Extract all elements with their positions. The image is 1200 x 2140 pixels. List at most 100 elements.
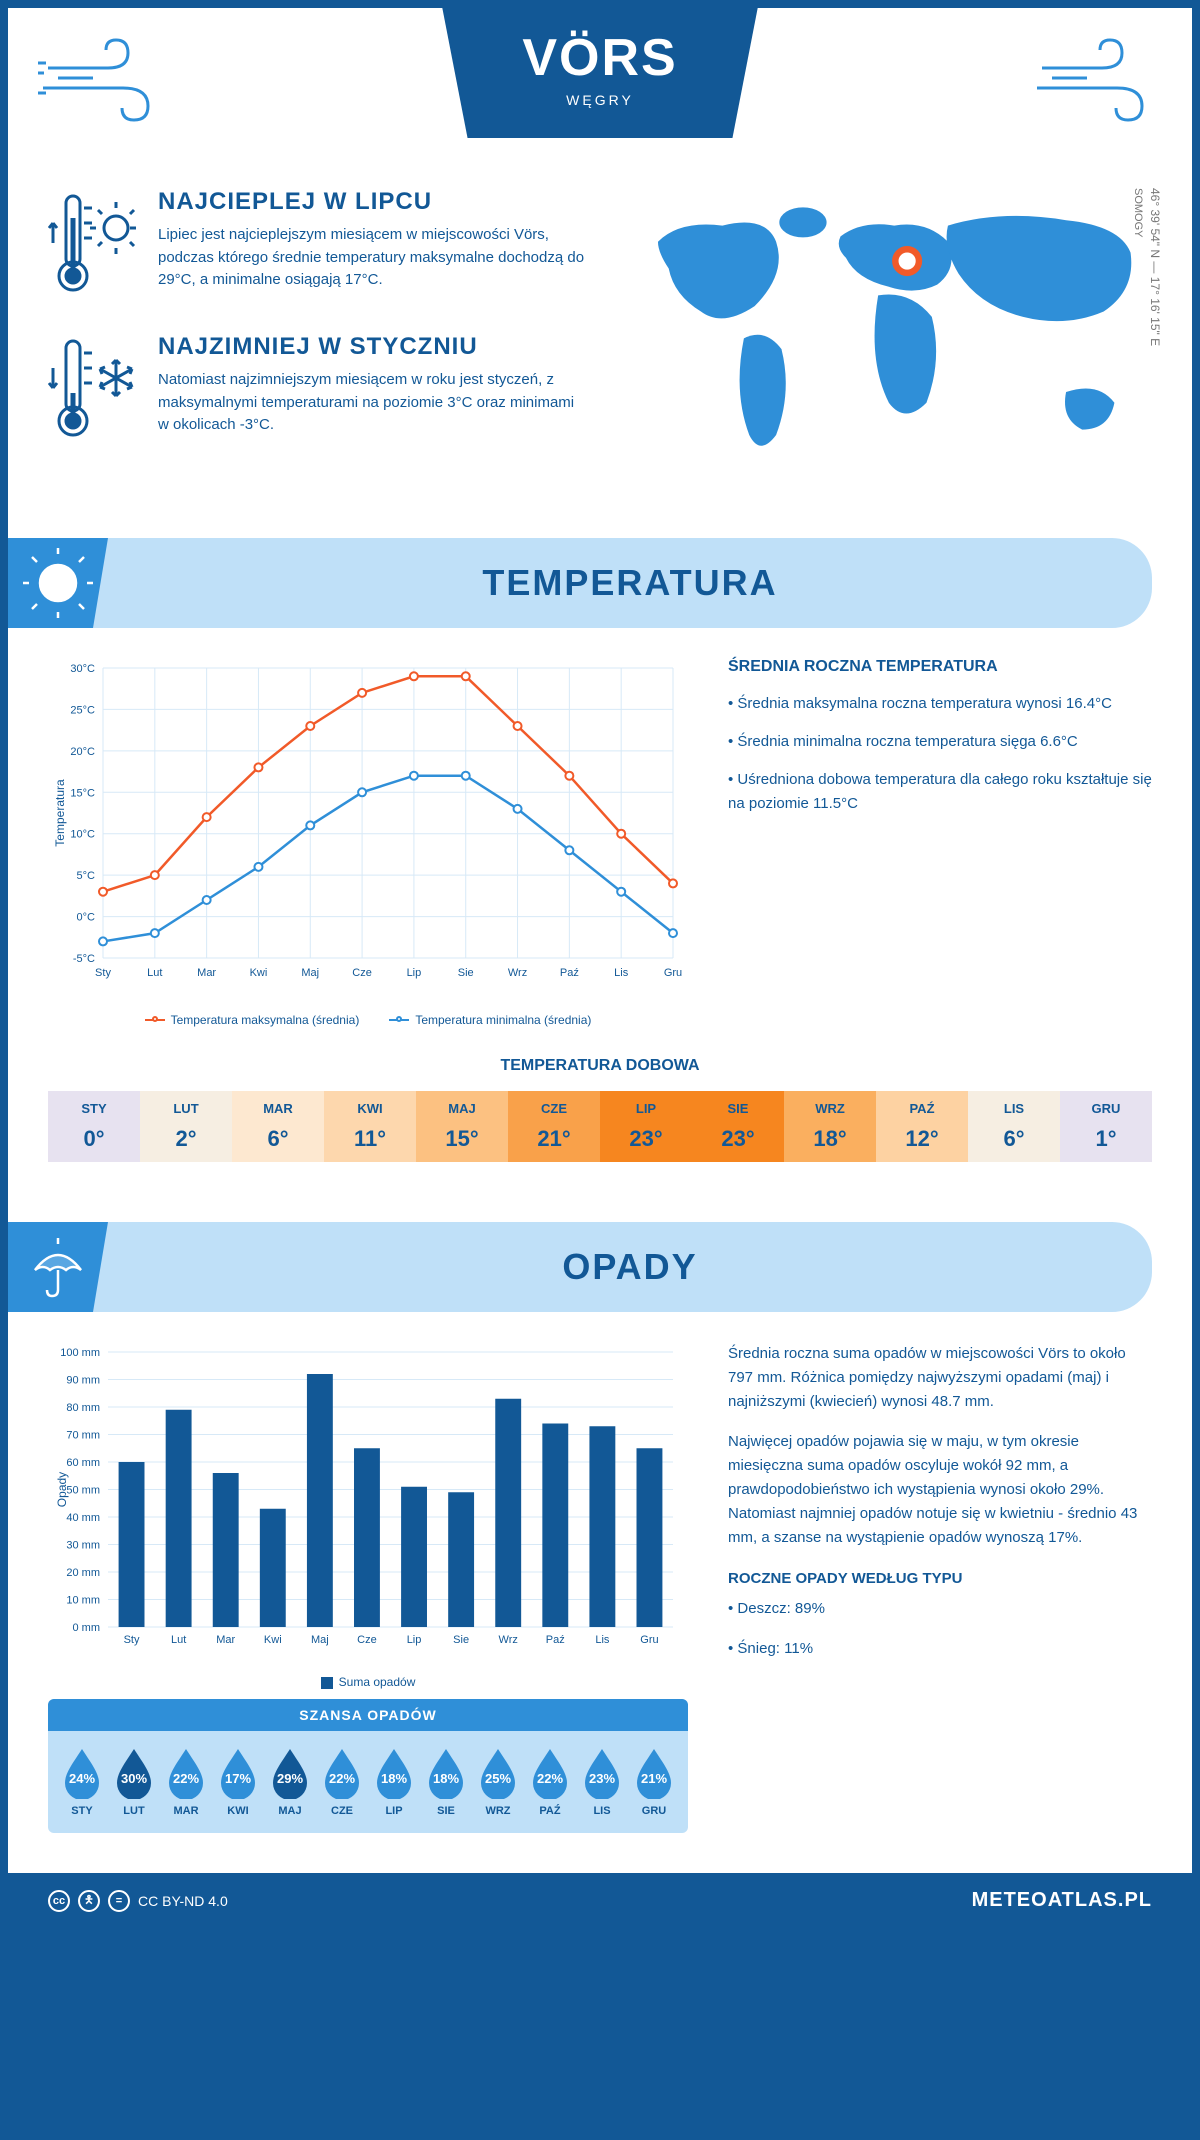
- precip-summary-1: Średnia roczna suma opadów w miejscowośc…: [728, 1342, 1152, 1414]
- svg-text:Gru: Gru: [640, 1634, 658, 1646]
- svg-text:10°C: 10°C: [70, 829, 95, 841]
- svg-text:-5°C: -5°C: [73, 953, 95, 965]
- thermometer-cold-icon: [48, 333, 138, 448]
- cc-icon: cc: [48, 1890, 70, 1912]
- coordinates: 46° 39' 54" N — 17° 16' 15" E: [1148, 188, 1162, 346]
- fact-title: NAJZIMNIEJ W STYCZNIU: [158, 333, 585, 361]
- chance-cell: 22%MAR: [160, 1747, 212, 1817]
- fact-text: Natomiast najzimniejszym miesiącem w rok…: [158, 369, 585, 437]
- chance-cell: 22%PAŹ: [524, 1747, 576, 1817]
- svg-text:Mar: Mar: [216, 1634, 235, 1646]
- precip-type-item: • Deszcz: 89%: [728, 1597, 1152, 1621]
- thermometer-hot-icon: [48, 188, 138, 303]
- footer: cc 🯅 = CC BY-ND 4.0 METEOATLAS.PL: [8, 1873, 1192, 1928]
- svg-text:Lut: Lut: [147, 967, 162, 979]
- svg-text:30 mm: 30 mm: [66, 1540, 100, 1552]
- chance-cell: 29%MAJ: [264, 1747, 316, 1817]
- svg-text:Lis: Lis: [614, 967, 629, 979]
- temp-cell: MAJ15°: [416, 1091, 508, 1162]
- temp-cell: LUT2°: [140, 1091, 232, 1162]
- fact-warmest: NAJCIEPLEJ W LIPCU Lipiec jest najcieple…: [48, 188, 585, 303]
- temp-cell: LIP23°: [600, 1091, 692, 1162]
- svg-text:Sty: Sty: [95, 967, 111, 979]
- svg-text:Lip: Lip: [407, 1634, 422, 1646]
- svg-text:25°C: 25°C: [70, 704, 95, 716]
- svg-text:Paź: Paź: [560, 967, 579, 979]
- section-title: TEMPERATURA: [108, 562, 1152, 604]
- temp-cell: SIE23°: [692, 1091, 784, 1162]
- chance-cell: 18%SIE: [420, 1747, 472, 1817]
- chance-cell: 18%LIP: [368, 1747, 420, 1817]
- chance-cell: 22%CZE: [316, 1747, 368, 1817]
- sun-icon: [8, 538, 108, 628]
- svg-text:Lut: Lut: [171, 1634, 186, 1646]
- section-header-precip: OPADY: [8, 1222, 1152, 1312]
- svg-text:Kwi: Kwi: [264, 1634, 282, 1646]
- brand: METEOATLAS.PL: [972, 1889, 1152, 1912]
- umbrella-icon: [8, 1222, 108, 1312]
- precip-type-item: • Śnieg: 11%: [728, 1637, 1152, 1661]
- svg-text:Lip: Lip: [407, 967, 422, 979]
- chart-legend: Temperatura maksymalna (średnia)Temperat…: [48, 1013, 688, 1027]
- svg-text:0°C: 0°C: [77, 912, 96, 924]
- svg-text:Gru: Gru: [664, 967, 682, 979]
- svg-text:20 mm: 20 mm: [66, 1567, 100, 1579]
- svg-text:80 mm: 80 mm: [66, 1402, 100, 1414]
- side-bullet: • Średnia maksymalna roczna temperatura …: [728, 692, 1152, 716]
- svg-text:10 mm: 10 mm: [66, 1595, 100, 1607]
- precip-type-title: ROCZNE OPADY WEDŁUG TYPU: [728, 1570, 1152, 1587]
- city-name: VÖRS: [522, 28, 677, 88]
- side-bullet: • Średnia minimalna roczna temperatura s…: [728, 730, 1152, 754]
- svg-text:50 mm: 50 mm: [66, 1485, 100, 1497]
- svg-text:60 mm: 60 mm: [66, 1457, 100, 1469]
- svg-text:0 mm: 0 mm: [73, 1622, 101, 1634]
- svg-text:Opady: Opady: [55, 1472, 69, 1507]
- svg-text:70 mm: 70 mm: [66, 1430, 100, 1442]
- svg-text:Kwi: Kwi: [250, 967, 268, 979]
- temp-cell: GRU1°: [1060, 1091, 1152, 1162]
- title-tab: VÖRS WĘGRY: [442, 8, 757, 138]
- precip-chance-panel: SZANSA OPADÓW 24%STY30%LUT22%MAR17%KWI29…: [48, 1699, 688, 1833]
- chance-cell: 24%STY: [56, 1747, 108, 1817]
- nd-icon: =: [108, 1890, 130, 1912]
- temp-cell: CZE21°: [508, 1091, 600, 1162]
- fact-title: NAJCIEPLEJ W LIPCU: [158, 188, 585, 216]
- temp-cell: LIS6°: [968, 1091, 1060, 1162]
- svg-text:Maj: Maj: [311, 1634, 329, 1646]
- svg-text:Mar: Mar: [197, 967, 216, 979]
- svg-text:Cze: Cze: [352, 967, 372, 979]
- temp-cell: STY0°: [48, 1091, 140, 1162]
- svg-text:Temperatura: Temperatura: [53, 779, 67, 847]
- temperature-line-chart: -5°C0°C5°C10°C15°C20°C25°C30°CStyLutMarK…: [48, 658, 688, 998]
- wind-icon: [38, 28, 168, 133]
- region-label: SOMOGY: [1132, 188, 1144, 238]
- svg-text:Sie: Sie: [458, 967, 474, 979]
- chart-legend: Suma opadów: [48, 1675, 688, 1689]
- svg-text:Sie: Sie: [453, 1634, 469, 1646]
- chance-cell: 21%GRU: [628, 1747, 680, 1817]
- side-title: ŚREDNIA ROCZNA TEMPERATURA: [728, 658, 1152, 676]
- by-icon: 🯅: [78, 1890, 100, 1912]
- svg-text:100 mm: 100 mm: [60, 1347, 100, 1359]
- header: VÖRS WĘGRY: [8, 8, 1192, 168]
- section-title: OPADY: [108, 1246, 1152, 1288]
- daily-temp-table: STY0°LUT2°MAR6°KWI11°MAJ15°CZE21°LIP23°S…: [48, 1091, 1152, 1162]
- license: cc 🯅 = CC BY-ND 4.0: [48, 1890, 228, 1912]
- chance-cell: 23%LIS: [576, 1747, 628, 1817]
- fact-coldest: NAJZIMNIEJ W STYCZNIU Natomiast najzimni…: [48, 333, 585, 448]
- side-bullet: • Uśredniona dobowa temperatura dla całe…: [728, 768, 1152, 816]
- precip-summary-2: Najwięcej opadów pojawia się w maju, w t…: [728, 1430, 1152, 1550]
- daily-temp-title: TEMPERATURA DOBOWA: [48, 1057, 1152, 1075]
- svg-text:Maj: Maj: [301, 967, 319, 979]
- svg-text:20°C: 20°C: [70, 746, 95, 758]
- temp-cell: MAR6°: [232, 1091, 324, 1162]
- svg-text:Lis: Lis: [595, 1634, 610, 1646]
- chance-cell: 17%KWI: [212, 1747, 264, 1817]
- wind-icon: [1032, 28, 1162, 133]
- svg-text:5°C: 5°C: [77, 870, 96, 882]
- temp-cell: WRZ18°: [784, 1091, 876, 1162]
- chance-cell: 30%LUT: [108, 1747, 160, 1817]
- section-header-temperature: TEMPERATURA: [8, 538, 1152, 628]
- svg-text:15°C: 15°C: [70, 787, 95, 799]
- svg-text:90 mm: 90 mm: [66, 1375, 100, 1387]
